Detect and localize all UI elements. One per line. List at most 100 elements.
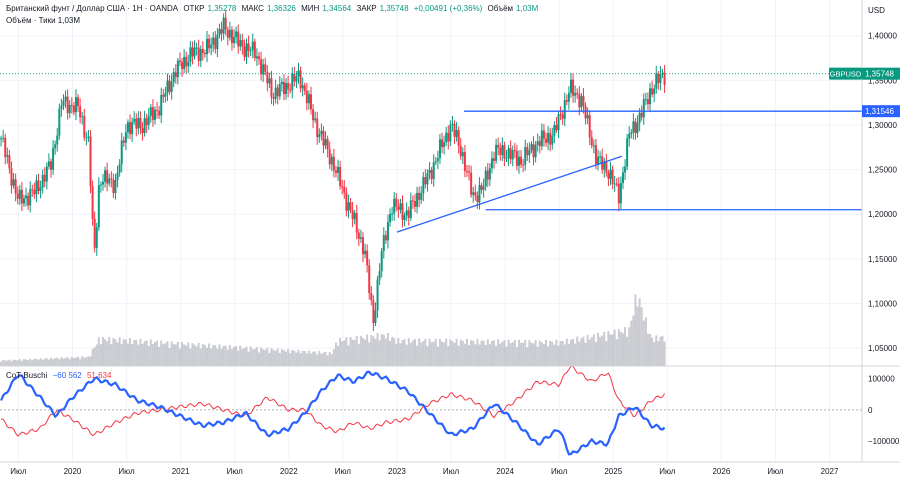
- volume-bar: [168, 348, 171, 366]
- candle-body: [545, 138, 548, 143]
- candle-body: [108, 178, 111, 184]
- level-price-badge-text: 1,31546: [865, 107, 894, 116]
- volume-bar: [193, 344, 196, 366]
- candle-body: [424, 177, 427, 185]
- volume-bar: [330, 354, 333, 366]
- candle-body: [58, 108, 61, 136]
- candle-body: [657, 73, 660, 84]
- candle-body: [185, 56, 188, 67]
- candle-body: [418, 192, 421, 200]
- candle-body: [116, 172, 119, 181]
- candle-body: [122, 140, 125, 143]
- candle-body: [436, 158, 439, 162]
- volume-bar: [108, 336, 111, 366]
- candle-body: [505, 158, 508, 160]
- volume-bar: [58, 359, 61, 366]
- candle-body: [395, 198, 398, 207]
- volume-bar: [31, 360, 34, 366]
- volume-bar: [289, 353, 292, 366]
- volume-bar: [178, 348, 181, 366]
- candle-body: [555, 124, 558, 131]
- annotations[interactable]: [0, 73, 862, 233]
- price-tick-label: 1,30000: [868, 121, 897, 130]
- candle-body: [328, 149, 331, 165]
- volume-bar: [137, 344, 140, 366]
- volume-bar: [617, 329, 620, 366]
- symbol-badge-text: GBPUSD: [830, 70, 862, 79]
- volume-bar: [299, 353, 302, 366]
- volume-bar: [18, 359, 21, 366]
- cot-tick-label: 0: [868, 406, 873, 415]
- time-tick-label: 2022: [280, 467, 298, 476]
- candle-body: [99, 184, 102, 186]
- candle-body: [628, 133, 631, 139]
- volume-bar: [66, 357, 69, 366]
- candle-body: [640, 112, 643, 118]
- volume-bar: [486, 339, 489, 366]
- volume-bar: [463, 343, 466, 366]
- cot-legend: CoT-Buschi −60 562 51 634: [6, 371, 114, 380]
- volume-bar: [372, 336, 375, 366]
- volume-bar: [251, 349, 254, 366]
- volume-bar: [447, 346, 450, 366]
- candle-body: [621, 172, 624, 184]
- candle-body: [91, 186, 94, 219]
- time-tick-label: Июл: [118, 467, 135, 476]
- candle-body: [490, 158, 493, 169]
- volume-bar: [353, 339, 356, 366]
- candle-body: [301, 85, 304, 89]
- candle-body: [2, 137, 5, 139]
- candle-body: [349, 202, 352, 210]
- candle-body: [14, 179, 17, 194]
- volume-bar: [41, 359, 44, 366]
- candle-body: [644, 99, 647, 101]
- candle-body: [266, 71, 269, 84]
- volume-bar: [243, 347, 246, 366]
- candle-body: [630, 132, 633, 134]
- volume-bar: [397, 338, 400, 366]
- candle-body: [582, 96, 585, 107]
- volume-bar: [326, 355, 329, 366]
- volume-bar: [661, 335, 664, 366]
- candle-body: [141, 128, 144, 134]
- candle-body: [468, 171, 471, 173]
- close-value: 1,35748: [379, 4, 409, 13]
- candle-body: [285, 83, 288, 95]
- candle-body: [486, 170, 489, 180]
- candle-body: [153, 109, 156, 120]
- time-tick-label: 2025: [604, 467, 622, 476]
- volume-bar: [438, 339, 441, 366]
- volume-bar: [588, 339, 591, 366]
- candle-body: [33, 189, 36, 195]
- time-tick-label: Июл: [767, 467, 784, 476]
- volume-bar: [104, 339, 107, 366]
- currency-label[interactable]: USD: [868, 6, 885, 15]
- open-value: 1,35278: [207, 4, 237, 13]
- candle-body: [615, 183, 618, 185]
- candle-body: [322, 130, 325, 146]
- volume-bar: [497, 339, 500, 366]
- candle-body: [245, 43, 248, 57]
- candle-body: [588, 115, 591, 138]
- volume-bar: [499, 343, 502, 366]
- volume-bar: [624, 327, 627, 366]
- candle-body: [68, 104, 71, 114]
- candle-body: [434, 161, 437, 163]
- candle-body: [158, 110, 161, 116]
- volume-bar: [91, 349, 94, 366]
- volume-bar: [183, 344, 186, 366]
- volume-bar: [81, 356, 84, 366]
- volume-bar: [47, 359, 50, 366]
- volume-bar: [339, 337, 342, 366]
- candle-body: [85, 137, 88, 139]
- volume-bar: [482, 340, 485, 366]
- volume-bar: [95, 344, 98, 366]
- volume-bar: [503, 340, 506, 366]
- volume-bar: [176, 341, 179, 366]
- candle-body: [104, 170, 107, 182]
- candle-body: [522, 164, 525, 166]
- volume-bar: [280, 349, 283, 366]
- volume-bar: [619, 331, 622, 366]
